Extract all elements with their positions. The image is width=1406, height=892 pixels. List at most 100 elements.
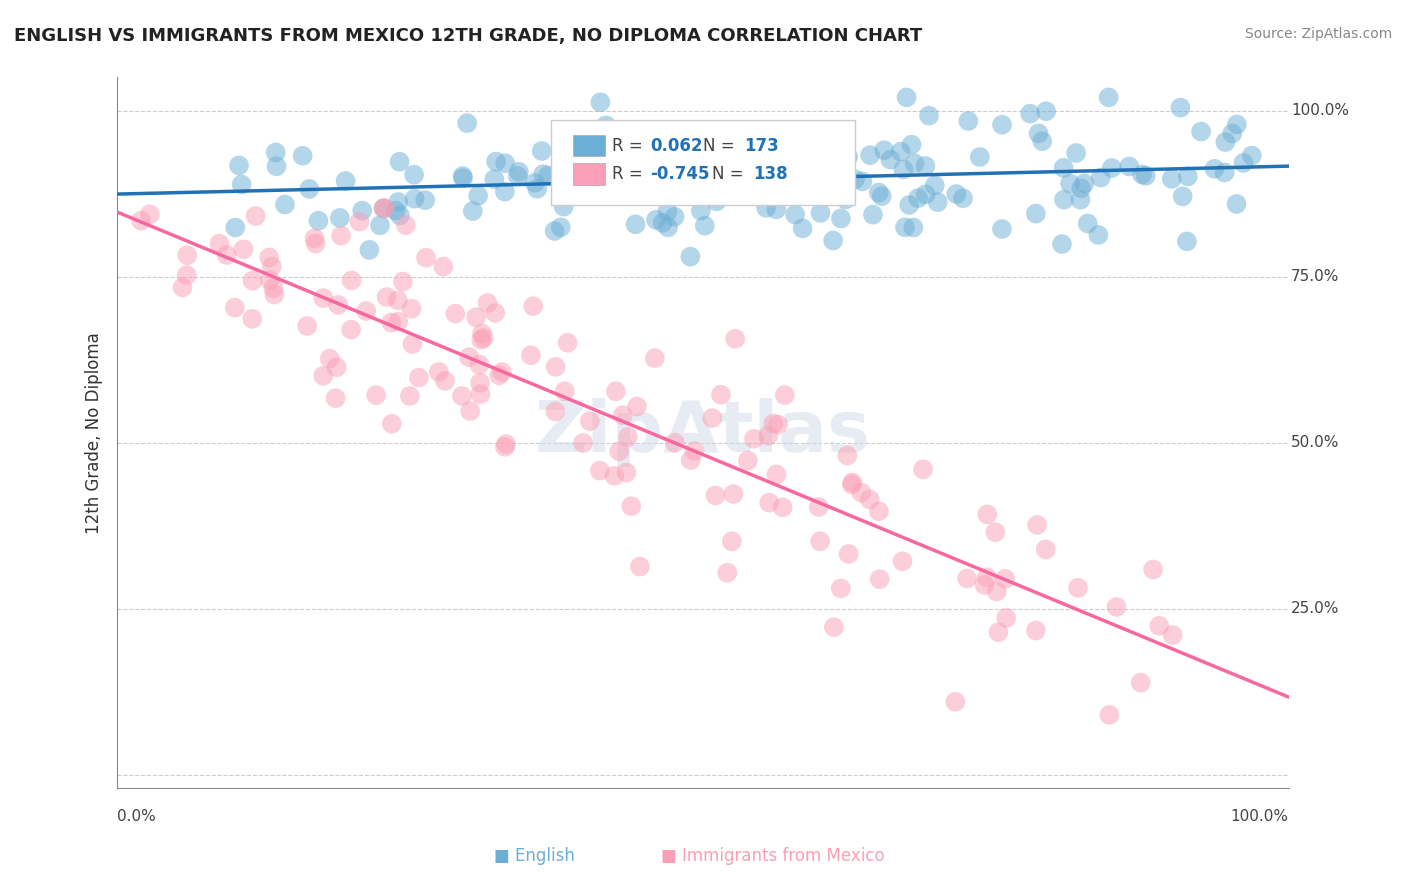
Point <box>208 236 231 251</box>
Text: 100.0%: 100.0% <box>1230 809 1289 824</box>
Point <box>408 370 430 384</box>
Point <box>620 499 643 513</box>
Point <box>413 193 436 207</box>
Point <box>477 296 499 310</box>
Point <box>685 145 707 160</box>
Point <box>1053 193 1076 207</box>
Point <box>1087 227 1109 242</box>
Point <box>470 333 492 347</box>
Point <box>295 318 318 333</box>
Text: N =: N = <box>713 165 749 183</box>
Text: -0.745: -0.745 <box>650 165 710 183</box>
Point <box>589 95 612 110</box>
Point <box>762 417 785 431</box>
Point <box>1070 181 1092 195</box>
Point <box>242 274 264 288</box>
Point <box>264 145 287 160</box>
Point <box>374 201 396 215</box>
Point <box>471 326 494 341</box>
Point <box>627 175 650 189</box>
Point <box>495 437 517 451</box>
Point <box>404 168 426 182</box>
Point <box>176 268 198 282</box>
Point <box>706 169 728 183</box>
Point <box>571 166 593 180</box>
Point <box>607 444 630 458</box>
Point <box>388 208 411 222</box>
Point <box>571 167 593 181</box>
Text: 75.0%: 75.0% <box>1291 269 1340 285</box>
Point <box>456 116 478 130</box>
Text: 173: 173 <box>744 136 779 154</box>
Point <box>531 167 554 181</box>
Point <box>1019 106 1042 120</box>
Point <box>734 169 756 184</box>
Point <box>879 153 901 167</box>
Point <box>568 176 591 190</box>
Point <box>851 485 873 500</box>
Point <box>263 287 285 301</box>
Text: R =: R = <box>612 165 648 183</box>
Point <box>576 180 599 194</box>
Point <box>537 169 560 183</box>
Point <box>748 145 770 159</box>
Point <box>544 404 567 418</box>
Point <box>589 136 612 151</box>
Point <box>756 428 779 442</box>
Point <box>554 384 576 399</box>
Point <box>366 388 388 402</box>
Text: 0.0%: 0.0% <box>117 809 156 824</box>
Point <box>550 220 572 235</box>
Point <box>612 408 634 422</box>
Point <box>943 695 966 709</box>
Point <box>616 466 638 480</box>
Point <box>561 139 583 153</box>
Point <box>894 220 917 235</box>
Point <box>1052 161 1074 175</box>
Point <box>679 250 702 264</box>
Point <box>1059 177 1081 191</box>
Point <box>835 151 858 165</box>
Point <box>330 228 353 243</box>
Point <box>844 172 866 186</box>
Point <box>765 202 787 217</box>
Point <box>1028 127 1050 141</box>
Point <box>862 208 884 222</box>
Point <box>415 251 437 265</box>
Point <box>274 197 297 211</box>
Point <box>605 384 627 399</box>
Text: 25.0%: 25.0% <box>1291 601 1340 616</box>
Point <box>907 191 929 205</box>
Point <box>432 260 454 274</box>
Point <box>298 182 321 196</box>
Point <box>553 200 575 214</box>
Point <box>508 165 530 179</box>
Point <box>598 156 620 170</box>
Point <box>841 477 863 491</box>
Point <box>1050 237 1073 252</box>
Point <box>387 293 409 308</box>
Point <box>1026 517 1049 532</box>
Point <box>468 358 491 372</box>
Point <box>1073 177 1095 191</box>
Point <box>838 547 860 561</box>
Point <box>1098 707 1121 722</box>
Point <box>652 168 675 182</box>
Point <box>560 123 582 137</box>
Point <box>228 158 250 172</box>
Point <box>262 281 284 295</box>
Point <box>868 186 890 200</box>
Point <box>1067 581 1090 595</box>
Point <box>472 331 495 345</box>
Point <box>665 152 688 166</box>
Point <box>696 154 718 169</box>
Point <box>790 147 813 161</box>
Point <box>240 311 263 326</box>
Point <box>354 304 377 318</box>
Point <box>873 143 896 157</box>
Point <box>526 182 548 196</box>
Point <box>543 224 565 238</box>
Point <box>491 365 513 379</box>
Text: ■ Immigrants from Mexico: ■ Immigrants from Mexico <box>661 847 886 865</box>
Point <box>835 193 858 207</box>
